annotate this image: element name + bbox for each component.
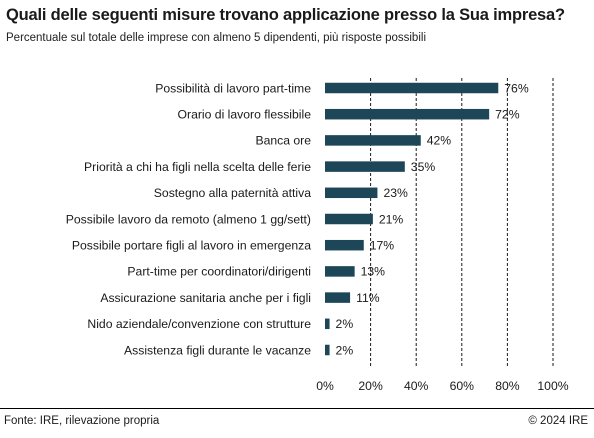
copyright-note: © 2024 IRE: [528, 415, 588, 427]
x-tick-label: 20%: [358, 379, 383, 393]
category-label: Orario di lavoro flessibile: [178, 108, 312, 122]
bar: [325, 108, 490, 120]
bars: [325, 82, 499, 356]
bar: [325, 213, 373, 225]
bar: [325, 82, 499, 94]
value-label: 2%: [336, 317, 354, 331]
value-label: 23%: [383, 186, 408, 200]
value-label: 21%: [379, 212, 404, 226]
category-label: Banca ore: [255, 134, 311, 148]
category-label: Possibile lavoro da remoto (almeno 1 gg/…: [66, 212, 311, 226]
category-label: Possibile portare figli al lavoro in eme…: [72, 239, 311, 253]
value-label: 17%: [370, 239, 395, 253]
bar: [325, 318, 330, 330]
value-label: 72%: [495, 108, 520, 122]
bar: [325, 266, 355, 277]
category-label: Priorità a chi ha figli nella scelta del…: [84, 160, 311, 174]
category-label: Part-time per coordinatori/dirigenti: [127, 265, 311, 279]
value-label: 13%: [361, 265, 386, 279]
category-label: Sostegno alla paternità attiva: [154, 186, 311, 200]
x-tick-label: 0%: [316, 379, 334, 393]
bar: [325, 135, 421, 146]
bar: [325, 239, 364, 251]
bar-chart: 0% 20% 40% 60% 80% 100% Possibilità di lavoro …: [66, 78, 569, 393]
value-label: 42%: [427, 134, 452, 148]
x-tick-label: 80%: [495, 379, 520, 393]
bar: [325, 187, 378, 199]
bar: [325, 344, 330, 356]
category-label: Possibilità di lavoro part-time: [155, 81, 311, 95]
bar: [325, 161, 405, 172]
x-tick-label: 100%: [537, 379, 568, 393]
chart-title: Quali delle seguenti misure trovano appl…: [6, 6, 565, 24]
x-tick-label: 40%: [404, 379, 429, 393]
labels: 0% 20% 40% 60% 80% 100% Possibilità di lavoro …: [66, 81, 569, 393]
x-tick-label: 60%: [450, 379, 475, 393]
source-note: Fonte: IRE, rilevazione propria: [4, 415, 160, 427]
footer-divider: [0, 408, 594, 409]
chart-subtitle: Percentuale sul totale delle imprese con…: [6, 32, 426, 44]
value-label: 2%: [336, 343, 354, 357]
value-label: 35%: [411, 160, 436, 174]
value-label: 76%: [504, 81, 529, 95]
bar: [325, 292, 351, 303]
value-label: 11%: [356, 291, 380, 305]
category-label: Nido aziendale/convenzione con strutture: [87, 317, 311, 331]
category-label: Assistenza figli durante le vacanze: [124, 343, 311, 357]
category-label: Assicurazione sanitaria anche per i figl…: [100, 291, 311, 305]
